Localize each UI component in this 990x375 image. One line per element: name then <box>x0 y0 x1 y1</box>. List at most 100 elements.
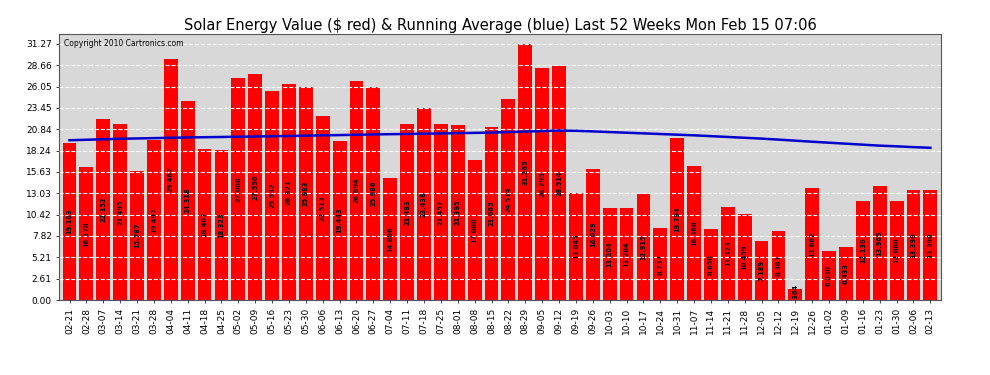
Text: 11.284: 11.284 <box>624 241 630 267</box>
Bar <box>840 247 853 300</box>
Text: 13.045: 13.045 <box>573 234 579 260</box>
Bar <box>771 231 785 300</box>
Text: 22.513: 22.513 <box>320 195 326 220</box>
Text: 28.514: 28.514 <box>556 171 562 196</box>
Text: Copyright 2010 Cartronics.com: Copyright 2010 Cartronics.com <box>63 39 183 48</box>
Text: 24.514: 24.514 <box>505 187 512 212</box>
Text: 25.986: 25.986 <box>370 181 376 206</box>
Bar <box>519 44 533 300</box>
Text: 10.459: 10.459 <box>742 244 747 270</box>
Text: 31.265: 31.265 <box>523 159 529 184</box>
Text: 8.658: 8.658 <box>708 254 714 275</box>
Bar <box>198 149 212 300</box>
Bar <box>603 208 617 300</box>
Bar <box>704 229 718 300</box>
Text: 19.163: 19.163 <box>66 209 72 234</box>
Text: 6.030: 6.030 <box>826 265 833 286</box>
Bar <box>788 289 802 300</box>
Bar <box>417 108 431 300</box>
Bar <box>586 169 600 300</box>
Bar <box>536 68 549 300</box>
Bar <box>349 81 363 300</box>
Bar <box>822 251 836 300</box>
Text: 1.364: 1.364 <box>792 284 798 305</box>
Bar <box>113 124 127 300</box>
Bar <box>754 241 768 300</box>
Text: 13.390: 13.390 <box>928 232 934 258</box>
Text: 16.178: 16.178 <box>83 221 89 246</box>
Text: 18.323: 18.323 <box>219 212 225 238</box>
Text: 27.088: 27.088 <box>236 176 242 202</box>
Text: 25.983: 25.983 <box>303 181 309 206</box>
Text: 12.915: 12.915 <box>641 234 646 260</box>
Bar <box>552 66 566 300</box>
Text: 12.080: 12.080 <box>894 238 900 263</box>
Bar <box>569 193 583 300</box>
Bar <box>434 124 447 300</box>
Bar <box>333 141 346 300</box>
Bar <box>164 58 178 300</box>
Text: 19.794: 19.794 <box>674 206 680 232</box>
Text: 26.321: 26.321 <box>286 179 292 205</box>
Text: 11.323: 11.323 <box>725 241 731 266</box>
Text: 12.130: 12.130 <box>860 237 866 263</box>
Text: 24.318: 24.318 <box>185 188 191 213</box>
Bar <box>670 138 684 300</box>
Text: 16.029: 16.029 <box>590 222 596 247</box>
Text: 25.532: 25.532 <box>269 183 275 208</box>
Bar <box>96 118 110 300</box>
Bar <box>687 166 701 300</box>
Bar <box>79 168 93 300</box>
Text: 21.495: 21.495 <box>117 199 123 225</box>
Bar <box>907 190 921 300</box>
Text: 14.886: 14.886 <box>387 226 393 252</box>
Text: 23.438: 23.438 <box>421 191 427 217</box>
Text: 27.550: 27.550 <box>252 174 258 200</box>
Text: 6.433: 6.433 <box>842 263 849 284</box>
Bar <box>738 214 751 300</box>
Bar <box>232 78 246 300</box>
Bar <box>502 99 516 300</box>
Bar <box>484 128 498 300</box>
Bar <box>873 186 887 300</box>
Text: 8.737: 8.737 <box>657 254 663 275</box>
Bar <box>924 190 938 300</box>
Bar <box>890 201 904 300</box>
Bar <box>400 124 414 300</box>
Bar <box>248 74 262 300</box>
Text: 28.295: 28.295 <box>540 171 545 197</box>
Title: Solar Energy Value ($ red) & Running Average (blue) Last 52 Weeks Mon Feb 15 07:: Solar Energy Value ($ red) & Running Ave… <box>183 18 817 33</box>
Text: 16.368: 16.368 <box>691 220 697 246</box>
Bar <box>721 207 735 300</box>
Bar <box>147 140 160 300</box>
Text: 13.965: 13.965 <box>877 230 883 255</box>
Bar <box>620 207 634 300</box>
Text: 21.457: 21.457 <box>438 200 444 225</box>
Text: 13.662: 13.662 <box>809 231 815 257</box>
Bar <box>215 150 229 300</box>
Bar <box>450 125 464 300</box>
Text: 7.189: 7.189 <box>758 260 764 281</box>
Bar <box>316 116 330 300</box>
Text: 17.088: 17.088 <box>471 217 477 243</box>
Bar <box>383 178 397 300</box>
Text: 13.390: 13.390 <box>911 232 917 258</box>
Bar <box>265 91 279 300</box>
Bar <box>856 201 870 300</box>
Bar <box>653 228 667 300</box>
Text: 19.497: 19.497 <box>150 207 157 233</box>
Bar <box>62 143 76 300</box>
Bar <box>130 171 144 300</box>
Text: 21.065: 21.065 <box>488 201 495 226</box>
Text: 19.443: 19.443 <box>337 207 343 233</box>
Text: 8.383: 8.383 <box>775 255 781 276</box>
Bar <box>282 84 296 300</box>
Bar <box>366 87 380 300</box>
Bar <box>467 160 481 300</box>
Bar <box>637 194 650 300</box>
Text: 21.395: 21.395 <box>454 200 460 225</box>
Text: 11.204: 11.204 <box>607 241 613 267</box>
Text: 22.152: 22.152 <box>100 196 106 222</box>
Bar <box>181 101 195 300</box>
Text: 26.694: 26.694 <box>353 178 359 204</box>
